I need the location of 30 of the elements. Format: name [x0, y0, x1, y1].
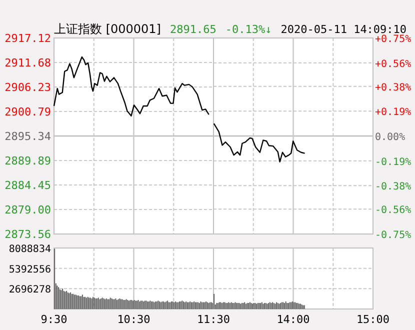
- y2-tick-label: +0.38%: [375, 82, 412, 94]
- y-tick-label: 2889.89: [4, 154, 51, 168]
- y-tick-label: 2906.23: [4, 81, 51, 94]
- y2-tick-label: 0.00%: [375, 132, 406, 143]
- x-tick-label: 14:00: [276, 313, 310, 326]
- y2-tick-label: -0.56%: [375, 205, 412, 216]
- text: 2020-05-11 14:09:10: [280, 23, 407, 36]
- y2-tick-label: -0.75%: [375, 230, 412, 241]
- y2-tick-label: +0.56%: [375, 58, 412, 70]
- y2-tick-label: -0.38%: [375, 182, 412, 193]
- y-tick-label: 2917.12: [4, 32, 51, 45]
- y-tick-label: 2911.68: [4, 56, 51, 70]
- x-tick-label: 15:00: [356, 313, 390, 326]
- y-tick-label: 2873.56: [4, 228, 51, 241]
- y-tick-label: 2884.45: [4, 179, 51, 192]
- text: -0.13%↓: [225, 23, 272, 36]
- x-tick-label: 11:30: [196, 313, 230, 326]
- y-tick-label: 2895.34: [4, 130, 52, 143]
- y-tick-label: 2879.00: [4, 204, 51, 217]
- y2-tick-label: -0.19%: [375, 156, 412, 168]
- x-tick-label: 10:30: [117, 313, 150, 326]
- y-tick-label: 2696278: [8, 284, 51, 296]
- x-tick-label: 9:30: [40, 313, 68, 326]
- y2-tick-label: +0.75%: [375, 34, 412, 45]
- chart-title: 上证指数 [000001]: [54, 22, 161, 36]
- y-tick-label: 2900.79: [4, 105, 51, 118]
- y-tick-label: 8088834: [8, 244, 51, 255]
- y2-tick-label: +0.19%: [375, 107, 412, 118]
- y-tick-label: 5392556: [8, 264, 51, 276]
- text: 2891.65: [170, 23, 216, 36]
